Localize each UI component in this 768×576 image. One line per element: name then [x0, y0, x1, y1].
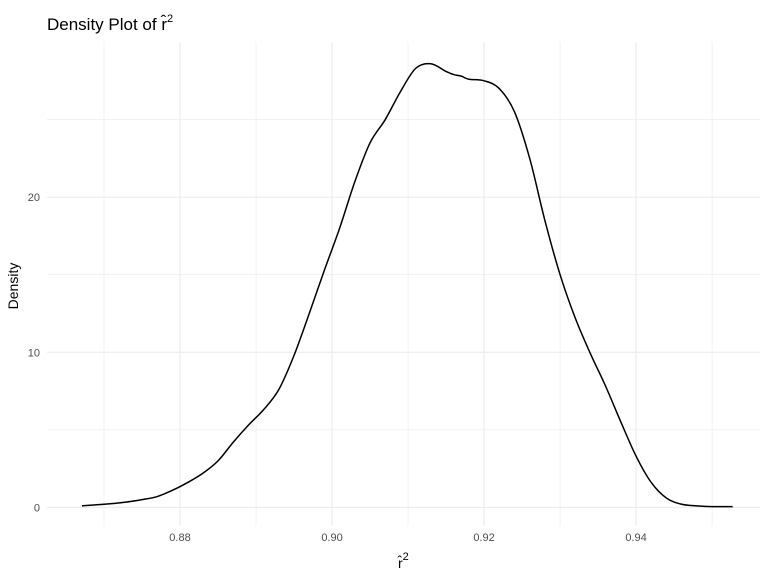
x-axis-title-superscript: 2 [403, 551, 409, 563]
density-curve [81, 62, 733, 508]
y-tick-label: 0 [34, 502, 40, 514]
chart-title: Density Plot of r̂2 [47, 13, 173, 34]
major-gridlines [47, 42, 760, 526]
x-tick-label: 0.88 [169, 532, 190, 544]
x-tick-label: 0.90 [321, 532, 342, 544]
minor-gridlines [47, 42, 760, 526]
x-tick-label: 0.94 [625, 532, 646, 544]
y-tick-label: 20 [28, 192, 40, 204]
chart-title-superscript: 2 [167, 13, 173, 25]
x-tick-label: 0.92 [473, 532, 494, 544]
chart-title-text: Density Plot of r̂ [47, 14, 167, 34]
y-tick-label: 10 [28, 347, 40, 359]
x-axis-title: r̂2 [397, 551, 409, 571]
series-layer [81, 62, 733, 508]
tick-labels: 0.88 0.90 0.92 0.94 0 10 20 [28, 192, 647, 544]
y-axis-title: Density [5, 263, 21, 310]
x-axis-title-text: r̂ [397, 554, 403, 571]
